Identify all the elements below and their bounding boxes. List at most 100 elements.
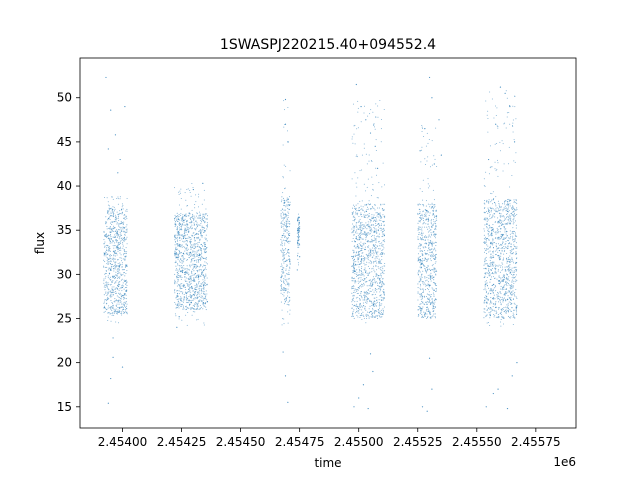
data-point xyxy=(120,279,122,281)
data-point xyxy=(176,305,178,307)
data-point xyxy=(496,231,498,233)
data-point xyxy=(179,298,181,300)
data-point xyxy=(186,324,188,326)
data-point xyxy=(202,308,204,310)
data-point xyxy=(296,236,298,238)
data-point xyxy=(201,271,203,273)
data-point xyxy=(430,272,432,274)
data-point xyxy=(499,296,501,298)
data-point xyxy=(509,258,511,260)
data-point xyxy=(373,269,375,271)
data-point xyxy=(423,265,425,267)
data-point xyxy=(374,145,376,147)
data-point xyxy=(510,251,512,253)
data-point xyxy=(353,133,355,135)
data-point xyxy=(284,239,286,242)
data-point xyxy=(485,249,487,252)
data-point xyxy=(113,210,115,212)
data-point xyxy=(110,222,112,224)
data-point xyxy=(370,290,372,292)
data-point xyxy=(495,310,497,312)
data-point xyxy=(121,213,123,215)
data-point xyxy=(375,251,377,253)
data-point xyxy=(111,286,113,288)
data-point xyxy=(503,285,505,287)
data-point xyxy=(429,212,431,214)
data-point xyxy=(369,233,371,235)
data-point xyxy=(201,292,203,294)
data-point xyxy=(284,298,286,300)
data-point xyxy=(489,226,491,228)
data-point xyxy=(179,267,181,269)
data-point xyxy=(355,252,357,254)
data-point xyxy=(514,266,516,268)
data-point xyxy=(178,222,180,224)
data-point xyxy=(196,253,198,255)
data-point xyxy=(373,301,375,303)
data-point xyxy=(503,297,506,299)
data-point xyxy=(198,261,200,263)
data-point xyxy=(376,232,378,234)
data-point xyxy=(515,311,518,313)
data-point xyxy=(383,273,385,275)
data-point xyxy=(374,290,376,292)
data-point xyxy=(285,216,287,218)
data-point xyxy=(287,284,289,286)
data-point xyxy=(379,260,381,262)
data-point xyxy=(360,261,362,263)
data-point xyxy=(289,223,291,225)
data-point xyxy=(492,230,494,232)
data-point xyxy=(179,252,181,254)
data-point xyxy=(494,201,496,203)
data-point xyxy=(370,226,372,229)
data-point xyxy=(111,263,113,266)
data-point xyxy=(374,281,376,283)
data-point xyxy=(375,174,377,176)
data-point xyxy=(373,231,375,233)
data-point xyxy=(431,255,433,257)
data-point xyxy=(379,268,381,270)
data-point xyxy=(174,283,176,285)
data-point xyxy=(114,309,117,311)
data-point xyxy=(434,315,436,318)
data-point xyxy=(423,247,425,249)
data-point xyxy=(372,309,374,311)
data-point xyxy=(490,311,492,313)
data-point xyxy=(431,301,433,303)
data-point xyxy=(194,308,196,310)
data-point xyxy=(425,284,428,286)
data-point xyxy=(369,260,371,262)
data-point xyxy=(381,186,383,188)
data-point xyxy=(383,265,385,267)
data-point xyxy=(367,311,369,313)
data-point xyxy=(198,308,200,311)
data-point xyxy=(421,130,423,132)
data-point xyxy=(104,260,106,263)
data-point xyxy=(206,240,208,242)
data-point xyxy=(196,307,198,309)
data-point xyxy=(362,228,364,230)
data-point xyxy=(429,269,432,271)
data-point xyxy=(119,306,121,308)
data-point xyxy=(125,294,127,296)
data-point xyxy=(374,293,376,296)
data-point xyxy=(486,199,488,201)
data-point xyxy=(384,217,386,219)
data-point xyxy=(286,292,288,294)
data-point xyxy=(175,246,177,248)
data-point xyxy=(363,262,365,264)
data-point xyxy=(500,265,502,267)
data-point xyxy=(516,207,518,209)
data-point xyxy=(498,317,500,319)
data-point xyxy=(351,265,353,267)
data-point xyxy=(196,265,198,267)
data-point xyxy=(498,203,500,205)
data-point xyxy=(112,245,114,247)
data-point xyxy=(419,281,421,283)
data-point xyxy=(114,268,116,270)
data-point xyxy=(126,284,128,287)
data-point xyxy=(355,308,358,310)
data-point xyxy=(206,301,208,303)
data-point xyxy=(511,207,513,209)
data-point xyxy=(116,303,118,305)
